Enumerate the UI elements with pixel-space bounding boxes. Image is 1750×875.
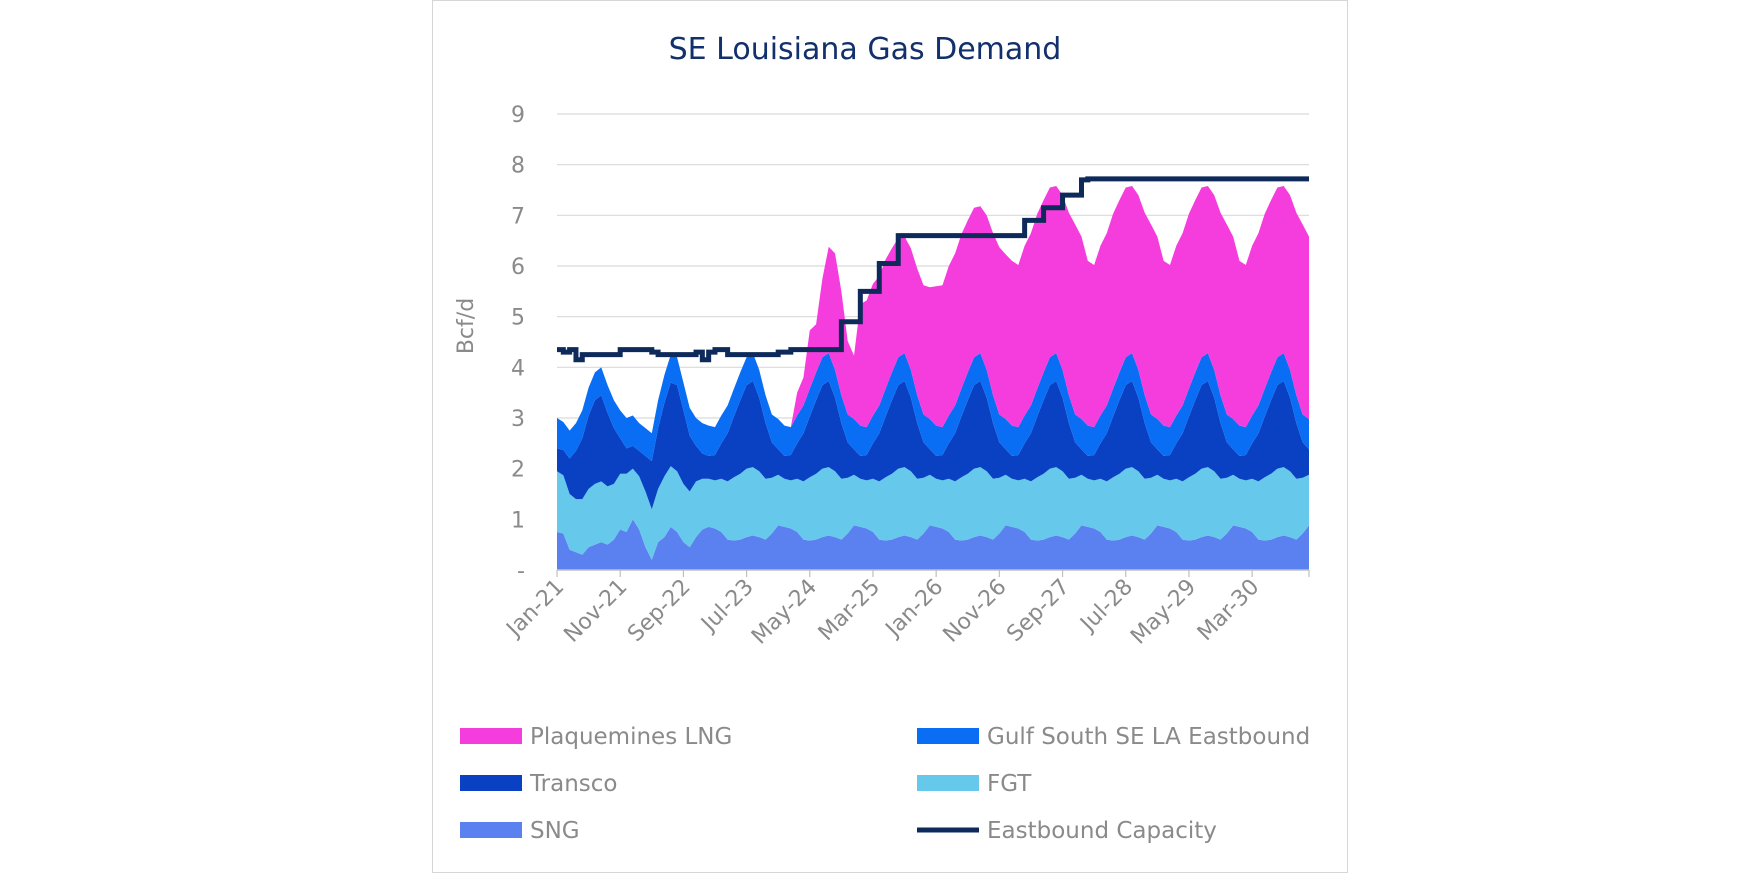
y-tick-label: 6 — [511, 255, 525, 280]
legend-label: Gulf South SE LA Eastbound — [987, 724, 1310, 750]
x-axis — [556, 569, 1310, 577]
area-plaquemines-lng — [557, 185, 1309, 434]
legend-swatch — [917, 775, 979, 791]
x-tick-label: Sep-27 — [1002, 575, 1074, 647]
y-tick-labels: - 1 2 3 4 5 6 7 8 9 — [511, 103, 525, 584]
y-tick-label: 7 — [511, 204, 525, 229]
area-fgt — [557, 466, 1309, 560]
y-tick-label: 9 — [511, 103, 525, 128]
legend-item-plaquemines-lng: Plaquemines LNG — [460, 724, 732, 750]
legend-label: Transco — [529, 771, 618, 797]
legend-swatch — [460, 728, 522, 744]
y-tick-label: 1 — [511, 508, 525, 533]
legend-swatch — [460, 822, 522, 838]
chart-title: SE Louisiana Gas Demand — [669, 32, 1062, 67]
legend-label: Plaquemines LNG — [530, 724, 732, 750]
legend-item-transco: Transco — [460, 771, 618, 797]
y-tick-label: 8 — [511, 154, 525, 179]
x-tick-label: Nov-21 — [559, 575, 632, 648]
chart-svg: SE Louisiana Gas Demand Bcf/d - 1 2 3 4 5 6 7 8 9… — [454, 32, 1310, 844]
area-transco — [557, 381, 1309, 510]
stacked-areas — [557, 185, 1309, 570]
area-gulf-south-se-la-eastbound — [557, 353, 1309, 462]
area-sng — [557, 519, 1309, 570]
y-tick-label: - — [517, 559, 525, 584]
line-eastbound-capacity — [557, 176, 1309, 363]
x-tick-label: May-24 — [747, 575, 822, 650]
legend-item-gulf-south-se-la-eastbound: Gulf South SE LA Eastbound — [917, 724, 1310, 750]
legend: Plaquemines LNG Gulf South SE LA Eastboun… — [460, 724, 1310, 844]
legend-item-eastbound-capacity: Eastbound Capacity — [917, 818, 1217, 844]
legend-swatch — [917, 728, 979, 744]
x-tick-label: Jan-21 — [501, 575, 569, 643]
x-tick-label: Mar-30 — [1193, 575, 1264, 646]
x-tick-label: Jan-26 — [880, 575, 948, 643]
legend-item-sng: SNG — [460, 818, 580, 844]
y-tick-label: 5 — [511, 306, 525, 331]
x-tick-label: Sep-22 — [623, 575, 695, 647]
legend-item-fgt: FGT — [917, 771, 1032, 797]
legend-label: Eastbound Capacity — [987, 818, 1217, 844]
y-tick-label: 2 — [511, 458, 525, 483]
x-tick-label: Mar-25 — [814, 575, 885, 646]
x-tick-label: Nov-26 — [939, 575, 1012, 648]
legend-label: SNG — [530, 818, 580, 844]
legend-label: FGT — [987, 771, 1032, 797]
legend-swatch — [460, 775, 522, 791]
chart-panel: SE Louisiana Gas Demand Bcf/d - 1 2 3 4 5 6 7 8 9… — [432, 0, 1348, 873]
capacity-line-layer — [557, 176, 1309, 363]
y-tick-label: 3 — [511, 407, 525, 432]
y-axis-label: Bcf/d — [454, 298, 479, 354]
y-tick-label: 4 — [511, 356, 525, 381]
x-tick-label: May-29 — [1126, 575, 1201, 650]
